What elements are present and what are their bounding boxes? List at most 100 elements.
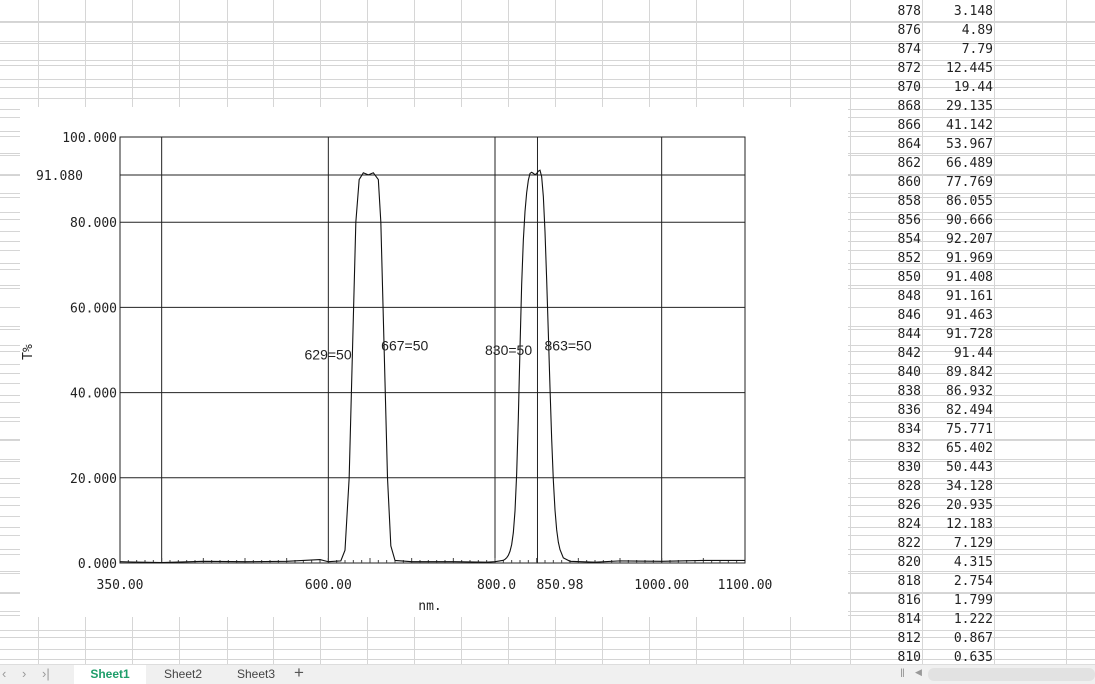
wavelength-cell[interactable]: 826 bbox=[897, 498, 921, 513]
transmission-cell[interactable]: 50.443 bbox=[946, 460, 993, 475]
table-row: 848 91.161 bbox=[850, 288, 1095, 307]
wavelength-cell[interactable]: 852 bbox=[897, 251, 921, 266]
wavelength-cell[interactable]: 834 bbox=[897, 422, 921, 437]
scroll-left-icon[interactable]: ◀ bbox=[915, 667, 922, 677]
transmission-cell[interactable]: 1.222 bbox=[953, 612, 993, 627]
wavelength-cell[interactable]: 854 bbox=[897, 232, 921, 247]
transmission-cell[interactable]: 89.842 bbox=[946, 365, 993, 380]
wavelength-cell[interactable]: 850 bbox=[897, 270, 921, 285]
table-row: 870 19.44 bbox=[850, 79, 1095, 98]
wavelength-cell[interactable]: 870 bbox=[897, 80, 921, 95]
horizontal-scrollbar[interactable] bbox=[928, 668, 1095, 681]
transmission-cell[interactable]: 34.128 bbox=[946, 479, 993, 494]
transmission-cell[interactable]: 77.769 bbox=[946, 175, 993, 190]
transmission-cell[interactable]: 4.89 bbox=[961, 23, 993, 38]
wavelength-cell[interactable]: 860 bbox=[897, 175, 921, 190]
row-line bbox=[0, 649, 1095, 650]
transmission-cell[interactable]: 29.135 bbox=[946, 99, 993, 114]
column-line bbox=[994, 0, 995, 664]
transmission-cell[interactable]: 91.969 bbox=[946, 251, 993, 266]
table-row: 878 3.148 bbox=[850, 3, 1095, 22]
wavelength-cell[interactable]: 830 bbox=[897, 460, 921, 475]
wavelength-cell[interactable]: 812 bbox=[897, 631, 921, 646]
transmission-cell[interactable]: 65.402 bbox=[946, 441, 993, 456]
wavelength-cell[interactable]: 828 bbox=[897, 479, 921, 494]
transmission-cell[interactable]: 7.129 bbox=[953, 536, 993, 551]
transmission-cell[interactable]: 91.408 bbox=[946, 270, 993, 285]
transmission-cell[interactable]: 20.935 bbox=[946, 498, 993, 513]
transmission-cell[interactable]: 91.463 bbox=[946, 308, 993, 323]
transmission-cell[interactable]: 91.161 bbox=[946, 289, 993, 304]
transmission-cell[interactable]: 82.494 bbox=[946, 403, 993, 418]
column-line bbox=[1066, 0, 1067, 664]
wavelength-cell[interactable]: 820 bbox=[897, 555, 921, 570]
wavelength-cell[interactable]: 878 bbox=[897, 4, 921, 19]
transmission-cell[interactable]: 12.445 bbox=[946, 61, 993, 76]
wavelength-cell[interactable]: 846 bbox=[897, 308, 921, 323]
wavelength-cell[interactable]: 810 bbox=[897, 650, 921, 665]
transmission-cell[interactable]: 75.771 bbox=[946, 422, 993, 437]
transmission-cell[interactable]: 92.207 bbox=[946, 232, 993, 247]
table-row: 850 91.408 bbox=[850, 269, 1095, 288]
chart-image[interactable]: 0.000 20.000 40.000 60.000 80.000 100.000 91.0… bbox=[20, 107, 848, 617]
wavelength-cell[interactable]: 876 bbox=[897, 23, 921, 38]
transmission-cell[interactable]: 3.148 bbox=[953, 4, 993, 19]
transmission-cell[interactable]: 12.183 bbox=[946, 517, 993, 532]
transmission-cell[interactable]: 7.79 bbox=[961, 42, 993, 57]
wavelength-cell[interactable]: 832 bbox=[897, 441, 921, 456]
transmission-cell[interactable]: 53.967 bbox=[946, 137, 993, 152]
table-row: 872 12.445 bbox=[850, 60, 1095, 79]
series-line bbox=[119, 169, 745, 564]
table-row: 816 1.799 bbox=[850, 592, 1095, 611]
table-row: 820 4.315 bbox=[850, 554, 1095, 573]
x-tick-label: 800.0 bbox=[477, 578, 516, 593]
wavelength-cell[interactable]: 836 bbox=[897, 403, 921, 418]
table-row: 852 91.969 bbox=[850, 250, 1095, 269]
table-row: 830 50.443 bbox=[850, 459, 1095, 478]
transmission-cell[interactable]: 1.799 bbox=[953, 593, 993, 608]
wavelength-cell[interactable]: 848 bbox=[897, 289, 921, 304]
wavelength-cell[interactable]: 822 bbox=[897, 536, 921, 551]
transmission-cell[interactable]: 19.44 bbox=[953, 80, 993, 95]
transmission-cell[interactable]: 90.666 bbox=[946, 213, 993, 228]
wavelength-cell[interactable]: 842 bbox=[897, 346, 921, 361]
scroll-split-handle[interactable]: ‖ bbox=[900, 666, 905, 680]
row-line bbox=[0, 60, 1095, 61]
transmission-cell[interactable]: 91.728 bbox=[946, 327, 993, 342]
transmission-cell[interactable]: 86.932 bbox=[946, 384, 993, 399]
chevron-left-icon[interactable]: ‹ bbox=[2, 666, 7, 681]
wavelength-cell[interactable]: 872 bbox=[897, 61, 921, 76]
transmission-cell[interactable]: 41.142 bbox=[946, 118, 993, 133]
wavelength-cell[interactable]: 818 bbox=[897, 574, 921, 589]
transmission-cell[interactable]: 0.867 bbox=[953, 631, 993, 646]
x-tick-label: 350.00 bbox=[97, 578, 144, 593]
wavelength-cell[interactable]: 874 bbox=[897, 42, 921, 57]
transmission-cell[interactable]: 4.315 bbox=[953, 555, 993, 570]
chevron-last-icon[interactable]: ›| bbox=[42, 666, 50, 681]
wavelength-cell[interactable]: 868 bbox=[897, 99, 921, 114]
wavelength-cell[interactable]: 824 bbox=[897, 517, 921, 532]
plus-icon[interactable]: + bbox=[294, 663, 304, 682]
wavelength-cell[interactable]: 862 bbox=[897, 156, 921, 171]
wavelength-cell[interactable]: 866 bbox=[897, 118, 921, 133]
chevron-right-icon[interactable]: › bbox=[22, 666, 27, 681]
table-row: 858 86.055 bbox=[850, 193, 1095, 212]
y-tick-label: 20.000 bbox=[70, 472, 117, 487]
transmission-cell[interactable]: 91.44 bbox=[953, 346, 993, 361]
tab-sheet3[interactable]: Sheet3 bbox=[236, 667, 276, 681]
wavelength-cell[interactable]: 838 bbox=[897, 384, 921, 399]
wavelength-cell[interactable]: 856 bbox=[897, 213, 921, 228]
wavelength-cell[interactable]: 844 bbox=[897, 327, 921, 342]
wavelength-cell[interactable]: 816 bbox=[897, 593, 921, 608]
wavelength-cell[interactable]: 858 bbox=[897, 194, 921, 209]
transmission-cell[interactable]: 0.635 bbox=[953, 650, 993, 665]
transmission-cell[interactable]: 2.754 bbox=[953, 574, 993, 589]
transmission-cell[interactable]: 86.055 bbox=[946, 194, 993, 209]
wavelength-cell[interactable]: 864 bbox=[897, 137, 921, 152]
transmission-cell[interactable]: 66.489 bbox=[946, 156, 993, 171]
wavelength-cell[interactable]: 814 bbox=[897, 612, 921, 627]
tab-sheet2[interactable]: Sheet2 bbox=[163, 667, 203, 681]
annotation: 830=50 bbox=[485, 342, 532, 358]
tab-sheet1[interactable]: Sheet1 bbox=[74, 665, 146, 684]
wavelength-cell[interactable]: 840 bbox=[897, 365, 921, 380]
